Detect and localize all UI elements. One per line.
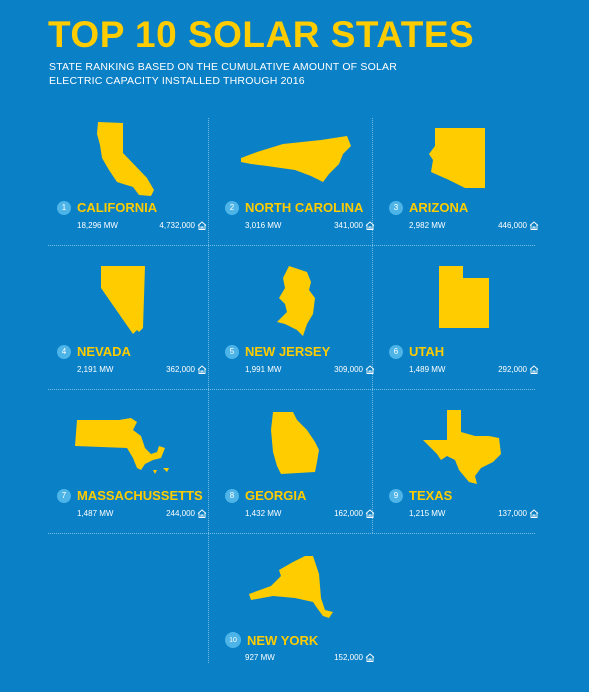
state-name: NEW YORK (247, 632, 319, 648)
state-name: TEXAS (409, 488, 453, 503)
grid-divider-horizontal (48, 533, 535, 534)
capacity-mw: 1,487 MW (77, 509, 114, 518)
texas-shape (389, 408, 549, 486)
capacity-mw: 2,191 MW (77, 365, 114, 374)
homes-value: 4,732,000 (159, 221, 195, 230)
homes-powered: 162,000 (334, 509, 375, 518)
state-name: NORTH CAROLINA (245, 200, 364, 215)
capacity-mw: 2,982 MW (409, 221, 446, 230)
state-name: ARIZONA (409, 200, 469, 215)
state-card-california: 1 CALIFORNIA 18,296 MW 4,732,000 (57, 120, 217, 260)
capacity-mw: 1,489 MW (409, 365, 446, 374)
arizona-shape (389, 120, 549, 198)
state-card-north-carolina: 2 NORTH CAROLINA 3,016 MW 341,000 (225, 120, 385, 260)
rank-badge: 2 (225, 200, 239, 215)
grid-divider-horizontal (48, 389, 535, 390)
homes-value: 362,000 (166, 365, 195, 374)
homes-powered: 341,000 (334, 221, 375, 230)
state-name: UTAH (409, 344, 445, 359)
california-shape (57, 120, 217, 198)
homes-value: 292,000 (498, 365, 527, 374)
homes-powered: 446,000 (498, 221, 539, 230)
homes-value: 244,000 (166, 509, 195, 518)
rank-badge: 4 (57, 344, 71, 359)
rank-badge: 10 (225, 632, 241, 648)
capacity-mw: 1,991 MW (245, 365, 282, 374)
rank-badge: 8 (225, 488, 239, 503)
rank-badge: 9 (389, 488, 403, 503)
homes-powered: 309,000 (334, 365, 375, 374)
rank-badge: 6 (389, 344, 403, 359)
capacity-mw: 1,432 MW (245, 509, 282, 518)
state-name: NEW JERSEY (245, 344, 331, 359)
house-icon (529, 365, 539, 374)
rank-badge: 1 (57, 200, 71, 215)
house-icon (197, 365, 207, 374)
homes-powered: 137,000 (498, 509, 539, 518)
homes-powered: 4,732,000 (159, 221, 207, 230)
rank-badge: 5 (225, 344, 239, 359)
state-card-utah: 6 UTAH 1,489 MW 292,000 (389, 264, 549, 404)
homes-value: 152,000 (334, 653, 363, 662)
new-jersey-shape (225, 264, 385, 342)
grid-divider-vertical (372, 118, 373, 533)
utah-shape (389, 264, 549, 342)
homes-powered: 152,000 (334, 653, 375, 662)
homes-value: 137,000 (498, 509, 527, 518)
state-name: CALIFORNIA (77, 200, 158, 215)
state-card-massachusetts: 7 MASSACHUSSETTS 1,487 MW 244,000 (57, 408, 217, 548)
state-name: NEVADA (77, 344, 131, 359)
house-icon (197, 509, 207, 518)
house-icon (529, 509, 539, 518)
grid-divider-horizontal (48, 245, 535, 246)
grid-divider-vertical (208, 118, 209, 663)
capacity-mw: 927 MW (245, 653, 275, 662)
page-title: TOP 10 SOLAR STATES (48, 14, 475, 55)
homes-value: 162,000 (334, 509, 363, 518)
north-carolina-shape (225, 120, 385, 198)
house-icon (529, 221, 539, 230)
capacity-mw: 3,016 MW (245, 221, 282, 230)
house-icon (197, 221, 207, 230)
homes-value: 446,000 (498, 221, 527, 230)
capacity-mw: 1,215 MW (409, 509, 446, 518)
state-card-georgia: 8 GEORGIA 1,432 MW 162,000 (225, 408, 385, 548)
rank-badge: 3 (389, 200, 403, 215)
massachusetts-shape (57, 408, 217, 486)
homes-powered: 244,000 (166, 509, 207, 518)
homes-powered: 362,000 (166, 365, 207, 374)
state-name: GEORGIA (245, 488, 307, 503)
capacity-mw: 18,296 MW (77, 221, 118, 230)
state-name: MASSACHUSSETTS (77, 488, 203, 503)
house-icon (365, 653, 375, 662)
new-york-shape (225, 552, 385, 630)
state-card-nevada: 4 NEVADA 2,191 MW 362,000 (57, 264, 217, 404)
house-icon (365, 509, 375, 518)
state-card-new-jersey: 5 NEW JERSEY 1,991 MW 309,000 (225, 264, 385, 404)
page-subtitle: STATE RANKING BASED ON THE CUMULATIVE AM… (49, 61, 398, 87)
house-icon (365, 221, 375, 230)
state-card-new-york: 10 NEW YORK 927 MW 152,000 (225, 552, 385, 692)
rank-badge: 7 (57, 488, 71, 503)
homes-value: 341,000 (334, 221, 363, 230)
state-card-arizona: 3 ARIZONA 2,982 MW 446,000 (389, 120, 549, 260)
homes-value: 309,000 (334, 365, 363, 374)
nevada-shape (57, 264, 217, 342)
house-icon (365, 365, 375, 374)
state-card-texas: 9 TEXAS 1,215 MW 137,000 (389, 408, 549, 548)
homes-powered: 292,000 (498, 365, 539, 374)
georgia-shape (225, 408, 385, 486)
